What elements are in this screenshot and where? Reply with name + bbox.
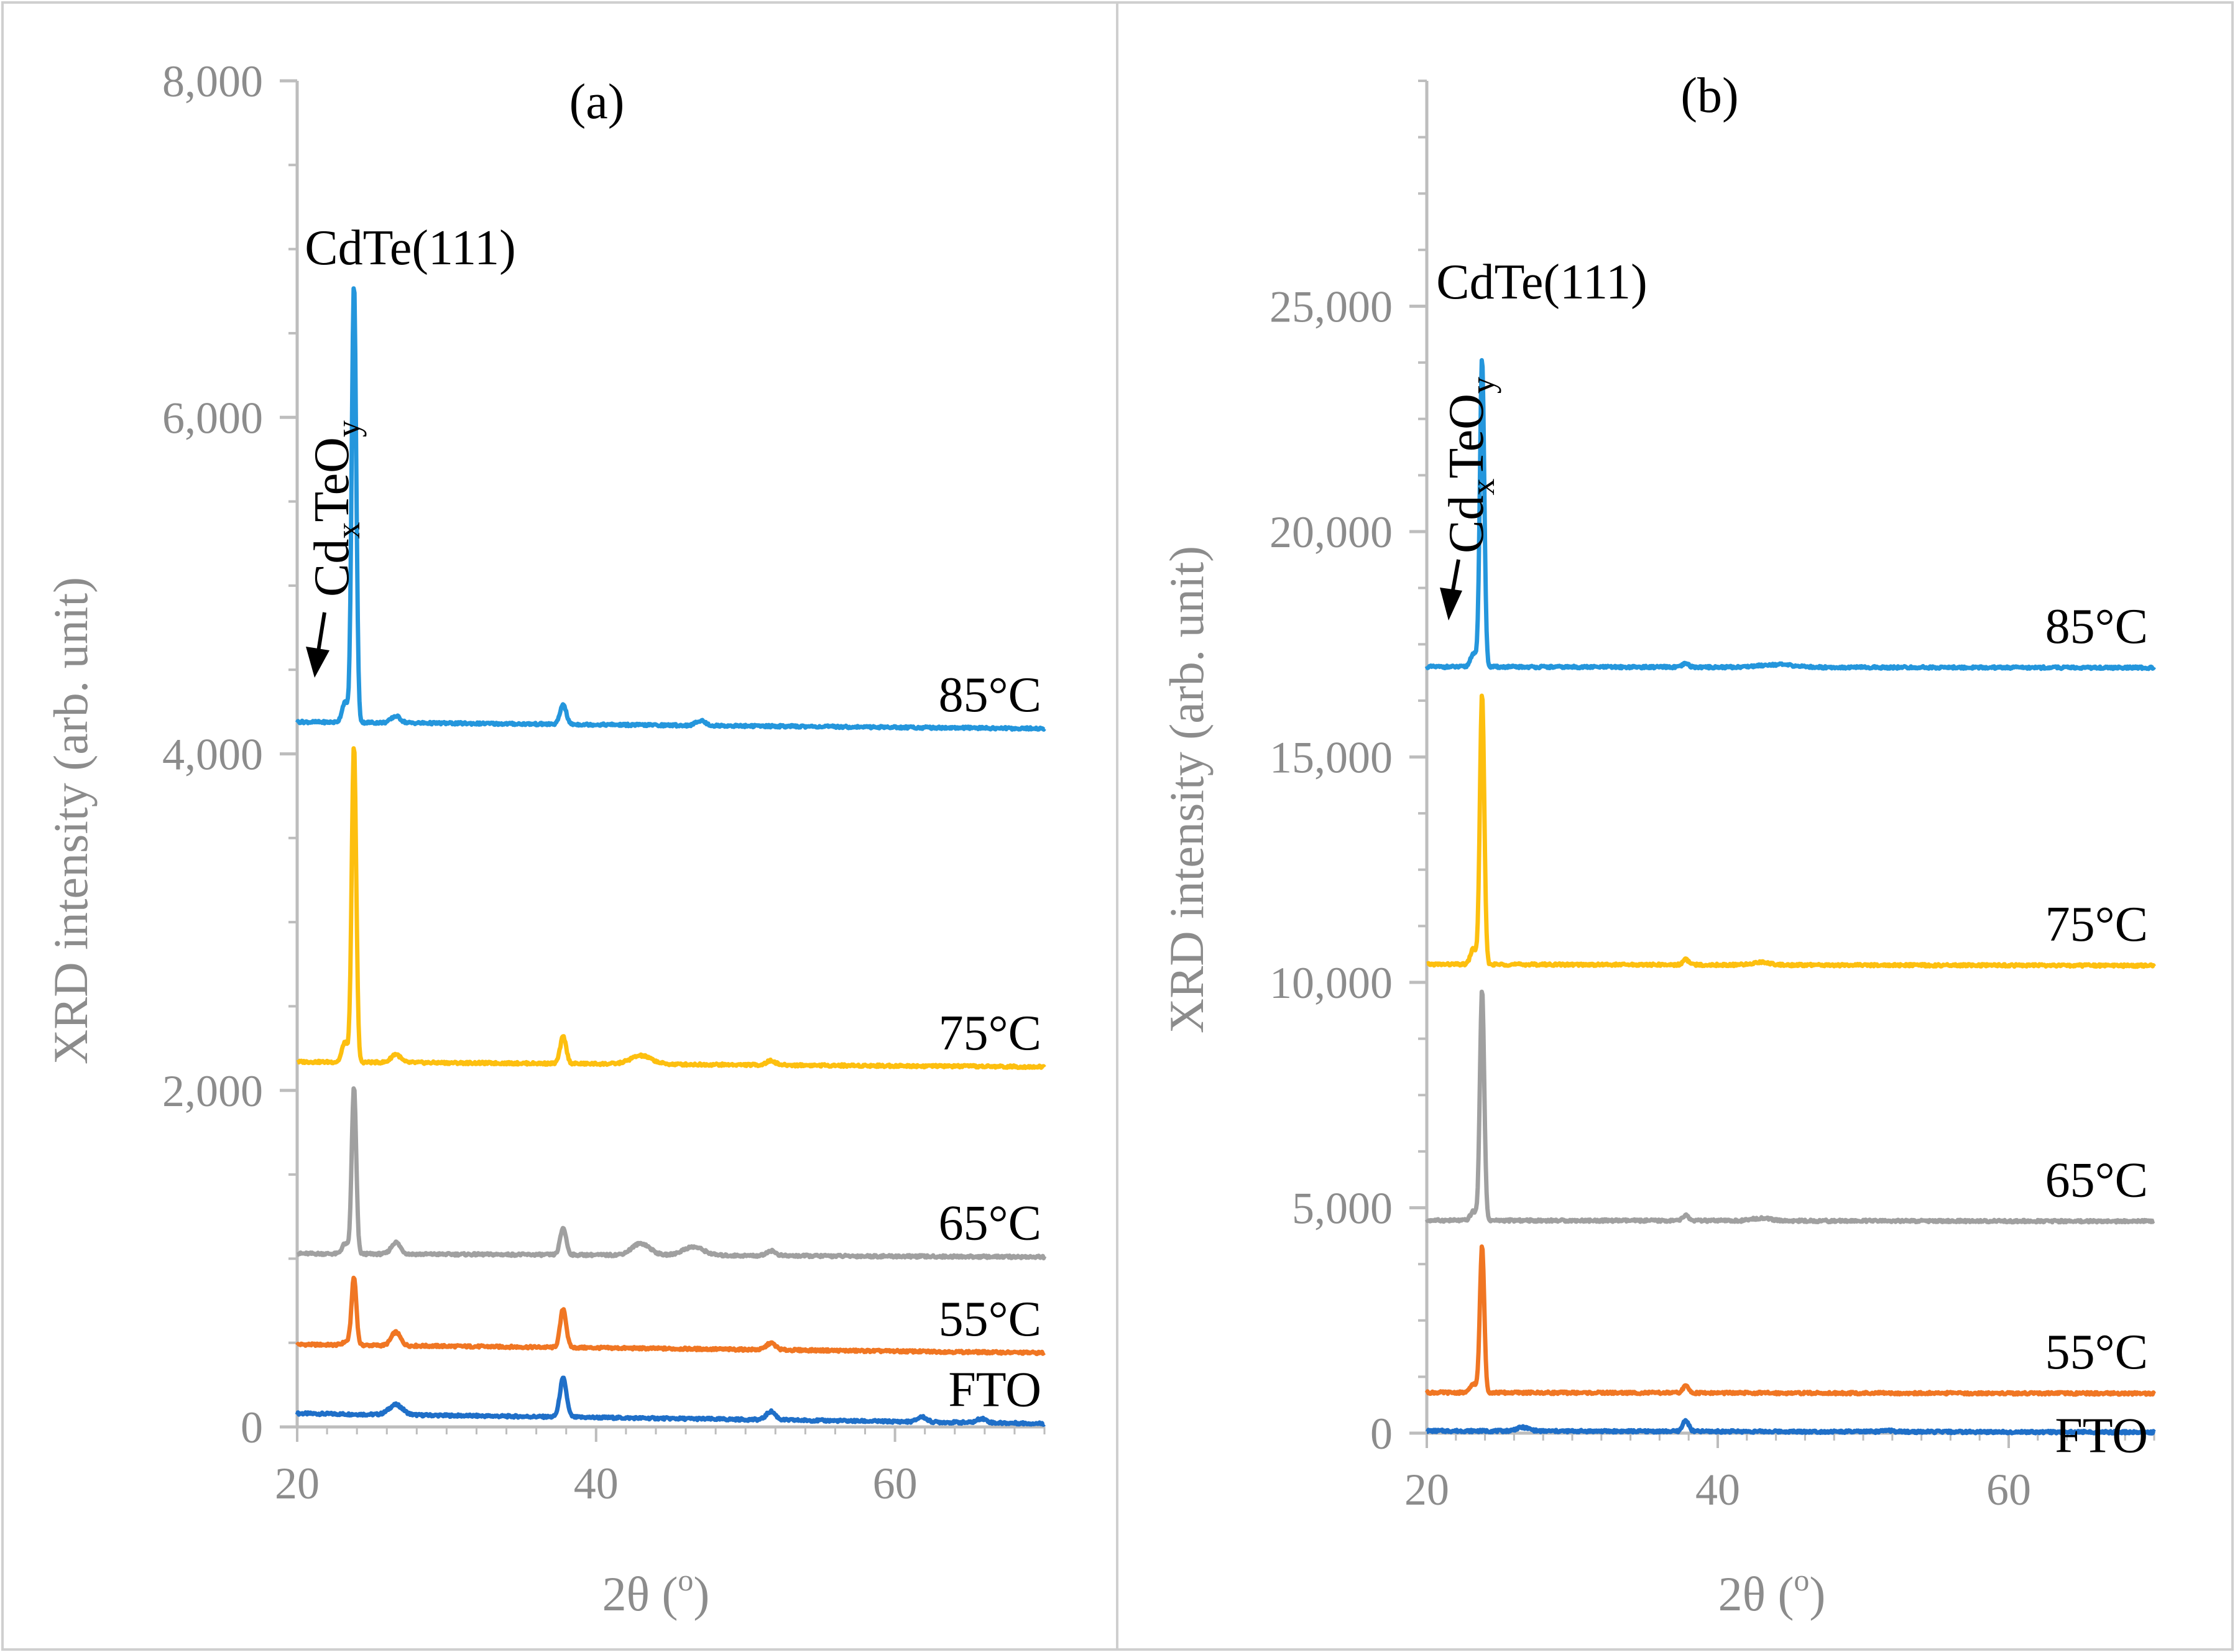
panel-b-tick-labels: 0 5,000 10,000 15,000 20,000 25,000 20 40 60	[1270, 282, 2031, 1515]
panel-a: 0 2,000 4,000 6,000 8,000 20 40 60 FTO 55°C 65°C 7…	[44, 57, 1047, 1621]
x-tick-label: 40	[574, 1459, 619, 1508]
panel-b: 0 5,000 10,000 15,000 20,000 25,000 20 40 60 FTO…	[1159, 68, 2156, 1621]
series-label-FTO: FTO	[948, 1363, 1041, 1418]
series-label-65°C: 65°C	[939, 1196, 1041, 1251]
panel-b-label: (b)	[1680, 68, 1738, 123]
series-line-75°C	[1425, 693, 2156, 969]
panel-b-series	[1424, 358, 2156, 1436]
series-label-55°C: 55°C	[939, 1292, 1041, 1347]
series-line-FTO	[295, 1375, 1046, 1427]
series-line-FTO	[1425, 1418, 2156, 1436]
series-line-65°C	[1424, 989, 2156, 1225]
series-line-85°C	[1424, 358, 2156, 671]
y-tick-label: 2,000	[162, 1066, 263, 1116]
x-tick-label: 60	[873, 1459, 918, 1508]
y-tick-label: 5,000	[1292, 1184, 1393, 1234]
series-label-75°C: 75°C	[2045, 897, 2148, 952]
y-tick-label: 0	[241, 1403, 263, 1452]
x-tick-label: 20	[275, 1459, 320, 1508]
panel-a-y-axis-title: XRD intensity (arb. unit)	[44, 577, 98, 1064]
panel-a-ticks	[280, 79, 1046, 1442]
series-label-FTO: FTO	[2055, 1409, 2148, 1464]
panel-b-series-labels: FTO 55°C 65°C 75°C 85°C	[2045, 599, 2148, 1464]
y-tick-label: 20,000	[1270, 507, 1393, 557]
panel-b-arrow-head	[1440, 588, 1462, 621]
x-tick-label: 40	[1695, 1465, 1740, 1515]
panel-a-series-labels: FTO 55°C 65°C 75°C 85°C	[939, 668, 1041, 1418]
panel-b-y-axis-title: XRD intensity (arb. unit)	[1159, 546, 1214, 1033]
x-tick-label: 60	[1986, 1465, 2031, 1515]
y-tick-label: 15,000	[1270, 733, 1393, 783]
panel-a-series	[295, 286, 1047, 1427]
y-tick-label: 8,000	[162, 57, 263, 106]
series-line-55°C	[295, 1275, 1046, 1357]
series-line-75°C	[295, 746, 1046, 1070]
y-tick-label: 4,000	[162, 730, 263, 780]
series-line-85°C	[295, 286, 1046, 732]
panel-a-x-axis-title: 2θ (o)	[602, 1562, 710, 1621]
panel-a-peak-annotation: CdTe(111)	[305, 221, 516, 275]
panel-a-arrow-head	[306, 647, 329, 678]
panel-b-ticks	[1409, 80, 2155, 1448]
panel-b-peak-annotation: CdTe(111)	[1436, 255, 1647, 310]
series-label-65°C: 65°C	[2045, 1153, 2148, 1207]
series-label-85°C: 85°C	[939, 668, 1041, 722]
panel-b-phase-annotation: CdxTeOy	[1439, 377, 1501, 553]
y-tick-label: 10,000	[1270, 958, 1393, 1008]
series-line-65°C	[295, 1086, 1047, 1261]
series-label-55°C: 55°C	[2045, 1325, 2148, 1380]
series-label-85°C: 85°C	[2045, 599, 2148, 654]
panel-a-label: (a)	[569, 75, 625, 129]
panel-b-x-axis-title: 2θ (o)	[1718, 1562, 1826, 1621]
y-tick-label: 6,000	[162, 393, 263, 443]
series-label-75°C: 75°C	[939, 1006, 1041, 1061]
x-tick-label: 20	[1404, 1465, 1449, 1515]
y-tick-label: 0	[1370, 1409, 1393, 1459]
panel-a-tick-labels: 0 2,000 4,000 6,000 8,000 20 40 60	[162, 57, 918, 1508]
y-tick-label: 25,000	[1270, 282, 1393, 332]
series-line-55°C	[1424, 1244, 2156, 1397]
panel-a-phase-annotation: CdxTeOy	[305, 420, 367, 597]
